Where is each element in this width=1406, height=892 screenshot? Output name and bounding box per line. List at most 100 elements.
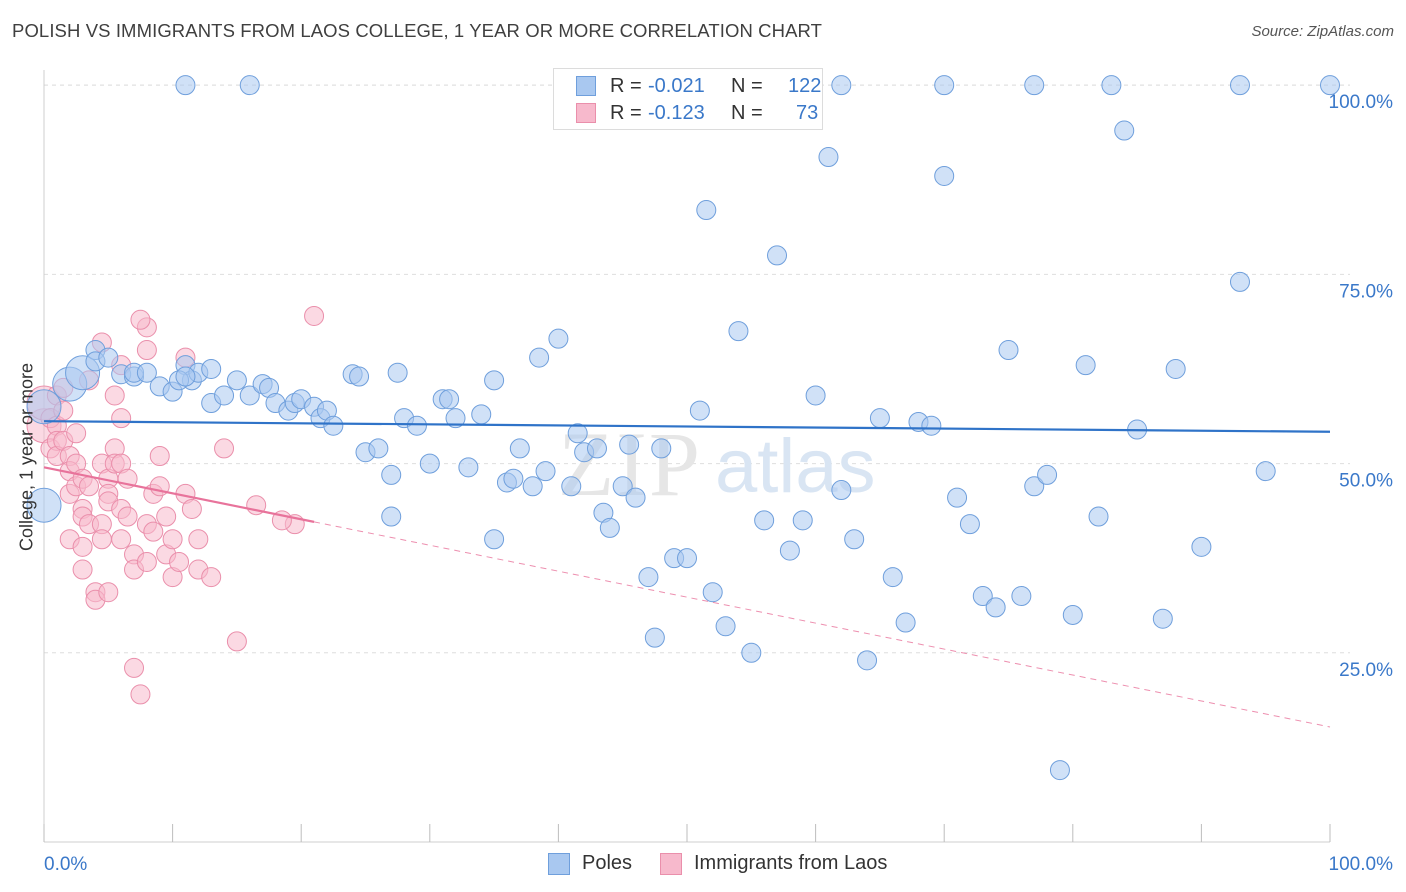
laos-point-56	[149, 446, 170, 466]
poles-point-22	[831, 75, 852, 96]
grid-lines	[44, 84, 1350, 654]
poles-point-6	[98, 347, 119, 368]
poles-point-54	[458, 457, 479, 478]
poles-point-27	[1320, 75, 1340, 96]
y-tick-label-100: 100.0%	[1329, 92, 1394, 113]
laos-point-45	[117, 506, 138, 527]
poles-point-59	[509, 438, 530, 459]
poles-n-value: 122	[788, 75, 822, 97]
poles-point-109	[1075, 355, 1096, 376]
laos-trend-line	[43, 466, 315, 523]
poles-point-29	[214, 385, 235, 406]
poles-point-64	[561, 476, 582, 497]
poles-point-55	[471, 404, 492, 425]
laos-trend-extension	[313, 521, 1331, 728]
laos-point-49	[130, 684, 151, 705]
poles-point-111	[1114, 120, 1135, 141]
poles-point-67	[586, 438, 607, 459]
poles-point-30	[226, 370, 247, 391]
poles-point-92	[857, 650, 878, 671]
poles-point-104	[1011, 586, 1032, 607]
laos-r-label: R =	[610, 102, 642, 124]
poles-point-52	[439, 389, 460, 410]
poles-point-16	[201, 358, 222, 379]
poles-point-118	[484, 529, 505, 550]
poles-point-119	[381, 506, 402, 527]
poles-point-24	[1024, 75, 1045, 96]
laos-point-31	[91, 529, 112, 550]
x-tick-label-max: 100.0%	[1329, 854, 1394, 875]
y-axis-title: College, 1 year or more	[16, 362, 37, 552]
poles-point-72	[625, 487, 646, 508]
poles-point-117	[1255, 461, 1276, 482]
laos-points	[26, 305, 325, 705]
poles-point-43	[349, 366, 370, 387]
bottom-laos-label: Immigrants from Laos	[694, 852, 888, 874]
poles-point-69	[599, 517, 620, 538]
watermark-atlas: atlas	[715, 424, 876, 509]
laos-point-72	[304, 305, 325, 326]
poles-point-81	[715, 616, 736, 637]
poles-point-74	[644, 627, 665, 648]
laos-n-label: N =	[731, 102, 763, 124]
laos-point-58	[156, 506, 177, 527]
poles-r-value: -0.021	[648, 75, 705, 97]
bottom-poles-swatch	[548, 853, 570, 875]
laos-point-66	[188, 529, 209, 550]
poles-r-label: R =	[610, 75, 642, 97]
poles-point-53	[445, 408, 466, 429]
laos-point-75	[130, 309, 151, 330]
laos-point-65	[181, 498, 202, 519]
poles-point-62	[535, 461, 556, 482]
laos-point-48	[124, 657, 145, 678]
laos-point-43	[111, 529, 132, 550]
bottom-poles-label: Poles	[582, 852, 633, 874]
laos-point-36	[104, 385, 125, 406]
poles-trend-line	[43, 420, 1331, 433]
stats-legend: R = -0.021 N = 122 R = -0.123 N = 73	[553, 68, 823, 130]
laos-n-value: 73	[796, 102, 819, 124]
poles-point-23	[934, 75, 955, 96]
poles-point-80	[702, 582, 723, 603]
poles-point-79	[696, 200, 717, 221]
poles-point-0	[26, 487, 62, 523]
poles-point-101	[972, 586, 993, 607]
laos-point-40	[111, 408, 132, 429]
poles-point-95	[895, 612, 916, 633]
poles-point-113	[1152, 608, 1173, 629]
poles-point-10	[136, 362, 157, 383]
poles-point-58	[503, 468, 524, 489]
poles-n-label: N =	[731, 75, 763, 97]
laos-point-69	[214, 438, 235, 459]
poles-swatch	[576, 76, 596, 96]
bottom-laos-swatch	[660, 853, 682, 875]
source-credit: Source: ZipAtlas.com	[1251, 23, 1394, 40]
poles-point-93	[869, 408, 890, 429]
poles-point-88	[805, 385, 826, 406]
poles-point-49	[406, 415, 427, 436]
poles-point-116	[1229, 271, 1250, 292]
poles-point-106	[1037, 464, 1058, 485]
poles-point-1	[26, 389, 62, 425]
poles-point-114	[1165, 358, 1186, 379]
y-tick-label-25: 25.0%	[1339, 660, 1393, 681]
poles-point-78	[689, 400, 710, 421]
poles-point-107	[1049, 760, 1070, 781]
chart-title: POLISH VS IMMIGRANTS FROM LAOS COLLEGE, …	[12, 20, 823, 41]
poles-point-82	[728, 321, 749, 342]
laos-point-53	[136, 551, 157, 572]
y-tick-label-50: 50.0%	[1339, 471, 1393, 492]
laos-swatch	[576, 103, 596, 123]
poles-point-26	[1229, 75, 1250, 96]
laos-point-22	[72, 559, 93, 580]
poles-point-105	[1024, 476, 1045, 497]
poles-point-91	[844, 529, 865, 550]
poles-point-83	[741, 642, 762, 663]
laos-point-55	[143, 521, 164, 542]
poles-point-18	[175, 366, 196, 387]
poles-point-31	[239, 385, 260, 406]
tick-labels: 25.0% 50.0% 75.0% 100.0% 0.0% 100.0%	[44, 92, 1393, 875]
y-tick-label-75: 75.0%	[1339, 281, 1393, 302]
poles-point-63	[548, 328, 569, 349]
